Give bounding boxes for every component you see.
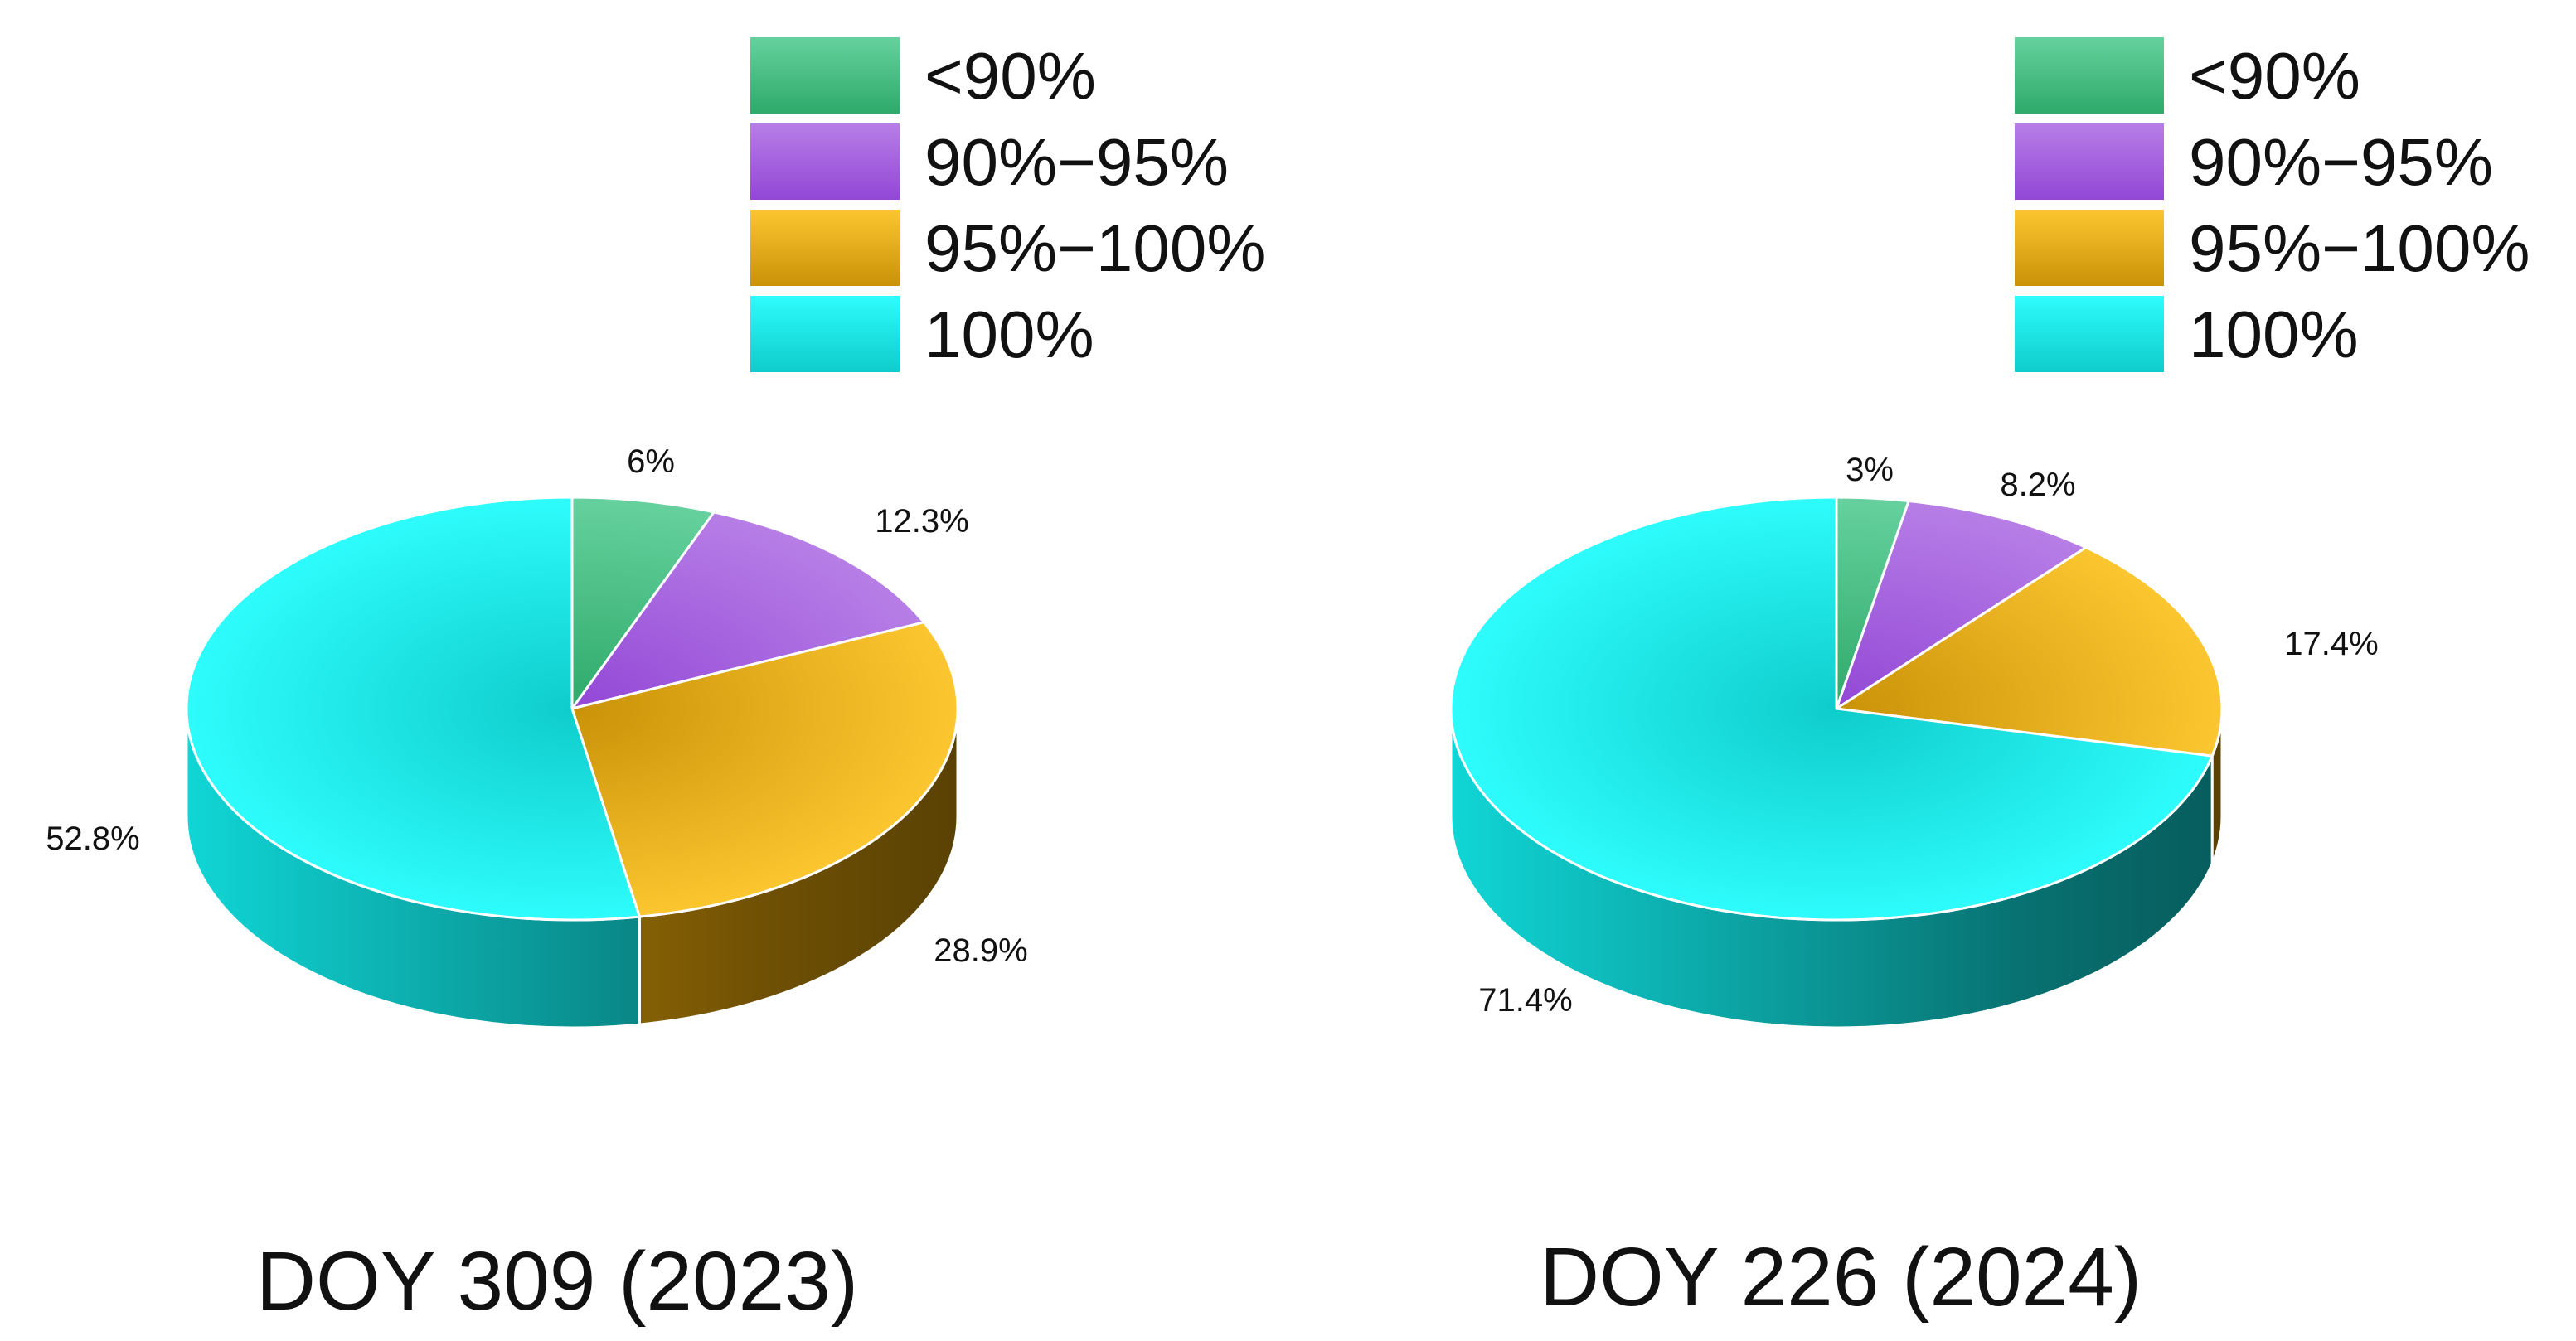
pie-slice-100: [185, 496, 641, 922]
chart-title-doy-309: DOY 309 (2023): [256, 1235, 858, 1328]
legend-doy-226: <90% 90%−95% 95%−100% 100%: [2015, 37, 2530, 372]
slice-labels-doy-226: 3% 8.2% 17.4% 71.4%: [1478, 452, 2378, 1019]
pie-slice-90-95: [570, 511, 925, 710]
slice-label-100: 52.8%: [46, 821, 139, 857]
pie-slice-95-100: [570, 621, 959, 918]
chart-doy-226: <90% 90%−95% 95%−100% 100% 3% 8.2% 17.4% 71.4%…: [1449, 37, 2530, 1324]
pie-slice-95-100: [1835, 546, 2224, 758]
legend-label-100: 100%: [924, 298, 1094, 371]
legend-label-95-100: 95%−100%: [2189, 211, 2530, 285]
legend-swatch-90-95: [750, 123, 900, 200]
chart-title-doy-226: DOY 226 (2024): [1540, 1231, 2142, 1324]
slice-label-lt90: 3%: [1846, 452, 1894, 488]
legend-swatch-100: [750, 296, 900, 372]
legend-label-100: 100%: [2189, 298, 2359, 371]
chart-doy-309: <90% 90%−95% 95%−100% 100% 6% 12.3% 28.9% 52.8…: [46, 37, 1265, 1328]
pie-doy-309: [185, 496, 959, 1029]
pie-slice-100: [1449, 496, 2214, 922]
legend-swatch-95-100: [2015, 210, 2164, 286]
pie-slice-90-95: [1835, 500, 2088, 710]
slice-label-95-100: 17.4%: [2284, 626, 2378, 662]
legend-doy-309: <90% 90%−95% 95%−100% 100%: [750, 37, 1265, 372]
legend-label-90-95: 90%−95%: [924, 125, 1229, 199]
pie-slice-lt90: [570, 496, 716, 710]
legend-swatch-lt90: [2015, 37, 2164, 114]
legend-label-lt90: <90%: [924, 39, 1096, 113]
legend-swatch-90-95: [2015, 123, 2164, 200]
slice-label-95-100: 28.9%: [934, 932, 1027, 969]
slice-label-90-95: 12.3%: [875, 503, 968, 540]
legend-swatch-95-100: [750, 210, 900, 286]
legend-swatch-lt90: [750, 37, 900, 114]
legend-label-90-95: 90%−95%: [2189, 125, 2493, 199]
legend-label-lt90: <90%: [2189, 39, 2360, 113]
legend-label-95-100: 95%−100%: [924, 211, 1265, 285]
pie-doy-226: [1449, 496, 2224, 1029]
slice-label-lt90: 6%: [627, 443, 675, 480]
legend-swatch-100: [2015, 296, 2164, 372]
slice-labels-doy-309: 6% 12.3% 28.9% 52.8%: [46, 443, 1027, 969]
slice-label-100: 71.4%: [1478, 982, 1572, 1019]
slice-label-90-95: 8.2%: [2000, 467, 2075, 503]
